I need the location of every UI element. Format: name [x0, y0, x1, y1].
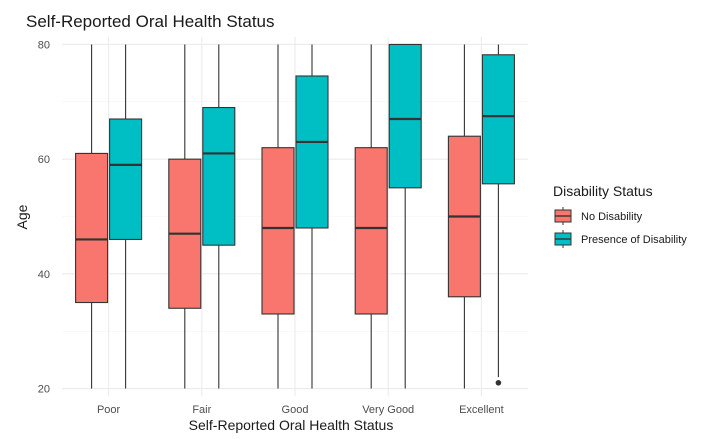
x-tick-label: Very Good: [362, 404, 414, 416]
x-tick-label: Excellent: [459, 404, 504, 416]
legend-key: [554, 207, 572, 225]
y-tick-label: 20: [38, 384, 50, 396]
box-body: [388, 43, 422, 189]
box-no-disability: [75, 44, 109, 389]
y-tick-label: 40: [38, 269, 50, 281]
box-no-disability: [447, 44, 481, 389]
box-body: [295, 75, 329, 229]
box-body: [109, 118, 143, 240]
outlier-point: [495, 380, 502, 386]
x-tick-label: Good: [282, 404, 309, 416]
box-presence-of-disability: [388, 43, 422, 389]
y-tick-label: 80: [38, 39, 50, 51]
box-presence-of-disability: [109, 44, 143, 389]
legend-label: No Disability: [581, 211, 643, 223]
box-presence-of-disability: [202, 44, 236, 389]
box-no-disability: [354, 44, 388, 389]
x-tick-label: Fair: [192, 404, 211, 416]
x-tick-label: Poor: [97, 404, 121, 416]
legend-key: [554, 230, 572, 248]
box-body: [354, 147, 388, 315]
box-body: [261, 147, 295, 315]
y-tick-label: 60: [38, 154, 50, 166]
legend: Disability Status No Disability Presence …: [553, 183, 687, 248]
legend-label: Presence of Disability: [581, 234, 687, 246]
box-presence-of-disability: [481, 44, 515, 386]
y-axis-title: Age: [14, 204, 30, 229]
x-axis-ticks: Poor Fair Good Very Good Excellent: [97, 404, 504, 416]
boxes: [75, 43, 515, 389]
box-body: [481, 54, 515, 185]
x-axis-title: Self-Reported Oral Health Status: [189, 417, 394, 433]
chart-title: Self-Reported Oral Health Status: [26, 12, 275, 31]
legend-title: Disability Status: [553, 183, 653, 199]
box-presence-of-disability: [295, 44, 329, 389]
box-no-disability: [168, 44, 202, 389]
box-body: [202, 106, 236, 246]
box-body: [75, 152, 109, 304]
box-no-disability: [261, 44, 295, 389]
y-axis-ticks: 20 40 60 80: [38, 39, 50, 395]
